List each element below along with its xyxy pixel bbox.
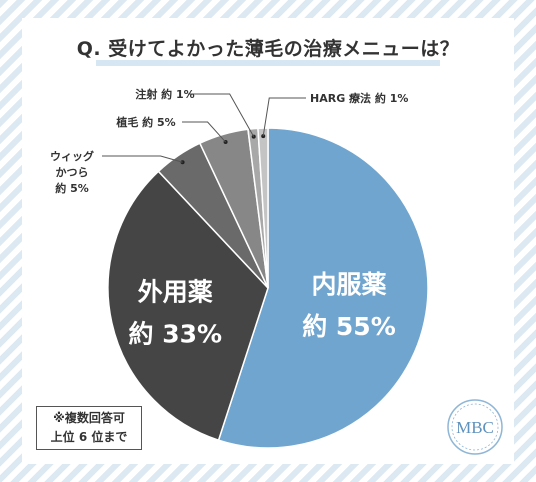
transplant-leader-line [182,121,226,143]
footnote-box: ※複数回答可 上位 6 位まで [36,406,142,450]
wig-label-line-2: かつら [56,166,89,179]
pie-slice-2 [107,170,269,442]
transplant-label: 植毛 約 5% [115,115,175,129]
chart-card: Q. 受けてよかった薄毛の治療メニューは？ 内服薬約 55% 外用薬約 33% ウィ… [22,18,514,464]
title-underline [96,60,440,66]
pie-slice-1 [217,127,429,449]
wig-leader-line [102,155,183,163]
harg-label: HARG 療法 約 1% [310,91,408,105]
logo-text: MBC [456,418,494,437]
pie-slice-6 [257,127,269,289]
mbc-logo: MBC [447,399,503,455]
wig-value-label: 約 5% [55,181,89,195]
harg-leader-dot [261,134,266,139]
chart-title: Q. 受けてよかった薄毛の治療メニューは？ [76,38,460,60]
wig-label-line-1: ウィッグ [50,149,94,163]
footnote-line-2: 上位 6 位まで [50,430,128,444]
injection-leader-dot [251,134,256,139]
injection-leader-line [188,93,255,137]
inner-medicine-label: 内服薬 [311,270,386,299]
inner-medicine-value-label: 約 55% [302,312,396,341]
harg-leader-line [262,97,306,137]
external-medicine-value-label: 約 33% [129,320,223,349]
injection-label: 注射 約 1% [135,87,194,101]
external-medicine-label: 外用薬 [138,278,213,307]
footnote-line-1: ※複数回答可 [53,411,125,425]
